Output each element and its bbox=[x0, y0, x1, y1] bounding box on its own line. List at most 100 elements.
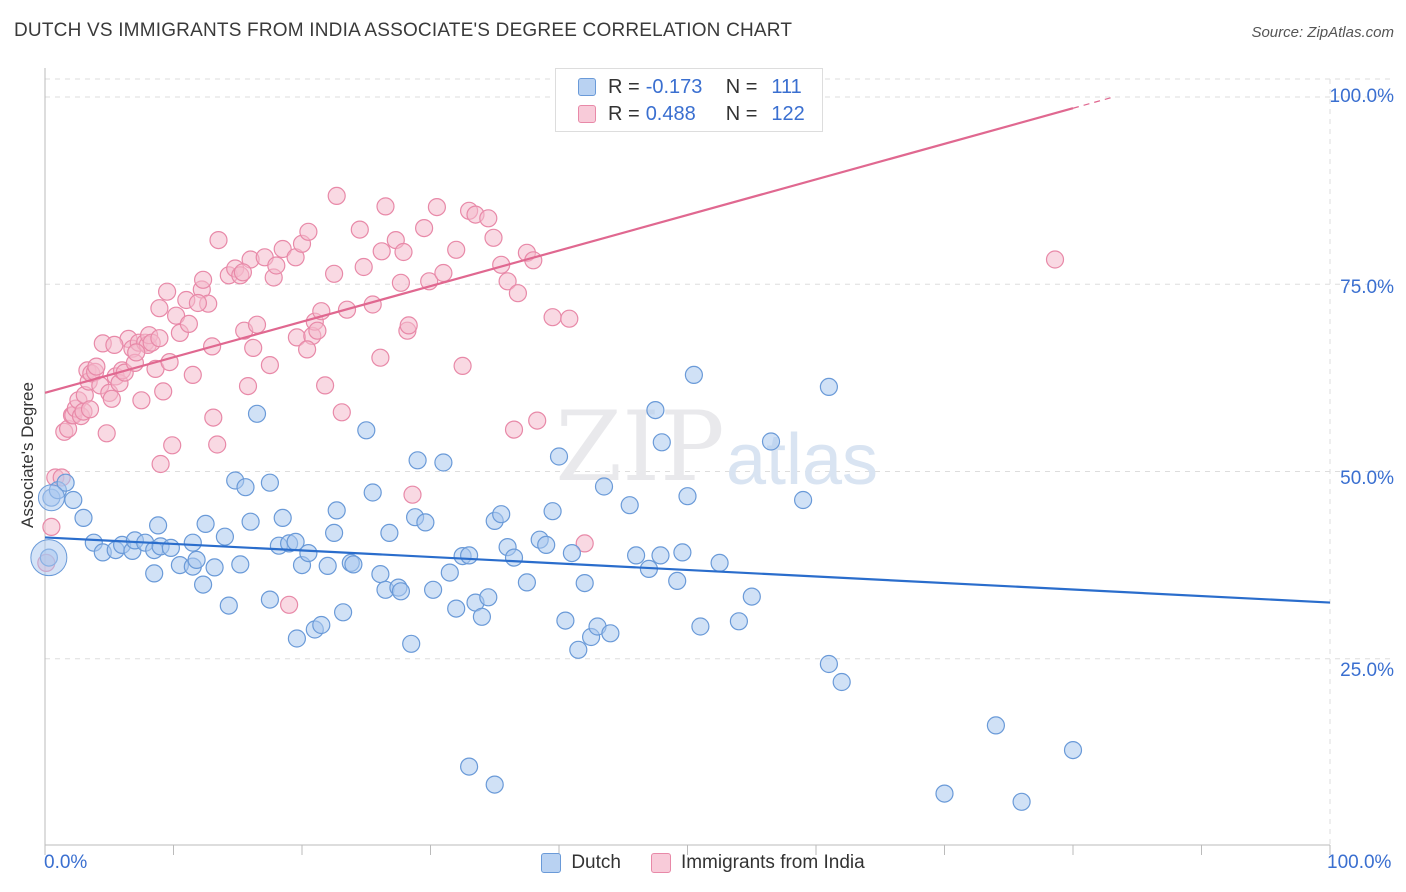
india-point bbox=[247, 315, 267, 334]
x-tick-label-min: 0.0% bbox=[44, 852, 88, 873]
dutch-point bbox=[668, 571, 687, 591]
dutch-point bbox=[334, 603, 353, 622]
dutch-point bbox=[594, 477, 614, 496]
legend-india-label: Immigrants from India bbox=[680, 852, 865, 873]
india-point bbox=[484, 228, 503, 247]
dutch-point bbox=[273, 508, 292, 528]
dutch-point bbox=[196, 514, 215, 534]
series-legend: Dutch Immigrants from India bbox=[0, 852, 1406, 874]
india-swatch bbox=[578, 105, 596, 123]
dutch-point bbox=[652, 433, 671, 452]
india-point bbox=[188, 293, 207, 313]
dutch-point bbox=[434, 453, 453, 472]
legend-item-dutch[interactable]: Dutch bbox=[541, 852, 621, 874]
watermark-zip: ZIP bbox=[555, 391, 724, 503]
dutch-point bbox=[504, 548, 524, 567]
india-point bbox=[298, 340, 317, 359]
dutch-point bbox=[145, 564, 164, 583]
dutch-point bbox=[472, 607, 491, 626]
dutch-point bbox=[380, 523, 399, 543]
india-point bbox=[132, 391, 151, 410]
dutch-point bbox=[187, 550, 206, 570]
dutch-point bbox=[391, 582, 410, 601]
dutch-point bbox=[402, 634, 421, 653]
dutch-point bbox=[646, 401, 665, 420]
y-tick-label-25: 25.0% bbox=[1340, 660, 1394, 681]
dutch-point bbox=[517, 573, 537, 592]
dutch-point bbox=[479, 588, 498, 607]
india-point bbox=[204, 408, 223, 427]
dutch-point bbox=[556, 611, 575, 630]
india-point bbox=[434, 263, 453, 283]
dutch-point-large bbox=[30, 539, 68, 577]
dutch-point bbox=[819, 654, 839, 674]
india-trend-line bbox=[44, 107, 1074, 394]
dutch-point bbox=[537, 535, 556, 555]
dutch-point bbox=[287, 629, 306, 648]
legend-dutch-n: 111 bbox=[771, 75, 802, 98]
dutch-point bbox=[408, 451, 427, 470]
axes bbox=[44, 68, 1331, 855]
india-point bbox=[179, 314, 198, 333]
india-point bbox=[209, 231, 228, 250]
india-swatch bbox=[650, 853, 671, 873]
india-point bbox=[105, 335, 124, 354]
dutch-point bbox=[299, 543, 318, 563]
india-point bbox=[325, 264, 344, 283]
dutch-point bbox=[363, 483, 382, 502]
india-point bbox=[391, 273, 410, 292]
dutch-point bbox=[601, 624, 620, 643]
india-point bbox=[163, 436, 182, 455]
dutch-swatch bbox=[578, 78, 596, 96]
legend-item-india[interactable]: Immigrants from India bbox=[650, 852, 865, 874]
dutch-point bbox=[710, 553, 729, 573]
india-point bbox=[543, 308, 562, 327]
india-point bbox=[233, 263, 252, 282]
dutch-point bbox=[492, 505, 511, 524]
dutch-point bbox=[832, 672, 851, 692]
india-point bbox=[332, 403, 351, 422]
y-tick-label-50: 50.0% bbox=[1340, 468, 1394, 489]
india-point bbox=[403, 485, 422, 504]
dutch-series-points bbox=[30, 365, 1083, 811]
dutch-point bbox=[56, 473, 75, 492]
dutch-point bbox=[371, 564, 390, 584]
india-point bbox=[316, 376, 335, 395]
india-point bbox=[354, 257, 373, 277]
dutch-point bbox=[205, 558, 224, 577]
dutch-point bbox=[460, 546, 479, 565]
dutch-point bbox=[64, 490, 83, 510]
dutch-point bbox=[691, 617, 710, 636]
dutch-point bbox=[935, 784, 954, 803]
dutch-point bbox=[575, 573, 594, 593]
india-point bbox=[415, 219, 434, 238]
y-tick-label-100: 100.0% bbox=[1329, 86, 1394, 107]
legend-r-label: R = bbox=[608, 75, 640, 98]
india-point bbox=[87, 357, 106, 376]
dutch-point-large bbox=[37, 484, 65, 512]
dutch-point bbox=[819, 377, 839, 396]
dutch-point bbox=[562, 543, 582, 563]
dutch-point bbox=[149, 516, 168, 535]
india-trend-line-extension bbox=[1072, 96, 1114, 109]
source-label: Source: ZipAtlas.com bbox=[1251, 24, 1394, 41]
dutch-point bbox=[678, 487, 697, 506]
india-point bbox=[127, 343, 146, 362]
india-point bbox=[447, 240, 466, 259]
chart-title: DUTCH VS IMMIGRANTS FROM INDIA ASSOCIATE… bbox=[14, 20, 793, 41]
legend-n-label: N = bbox=[725, 102, 758, 125]
india-point bbox=[238, 377, 258, 396]
india-point bbox=[150, 329, 169, 348]
india-point bbox=[158, 282, 177, 301]
india-point bbox=[508, 284, 528, 303]
india-point bbox=[394, 242, 413, 262]
dutch-point bbox=[424, 580, 443, 599]
india-point bbox=[194, 270, 213, 289]
india-point bbox=[154, 382, 173, 401]
dutch-point bbox=[620, 496, 639, 515]
india-point bbox=[372, 242, 391, 261]
legend-dutch-r: -0.173 bbox=[645, 75, 703, 98]
india-point bbox=[308, 321, 327, 340]
legend-row-dutch: R = -0.173 N = 111 bbox=[578, 74, 802, 100]
